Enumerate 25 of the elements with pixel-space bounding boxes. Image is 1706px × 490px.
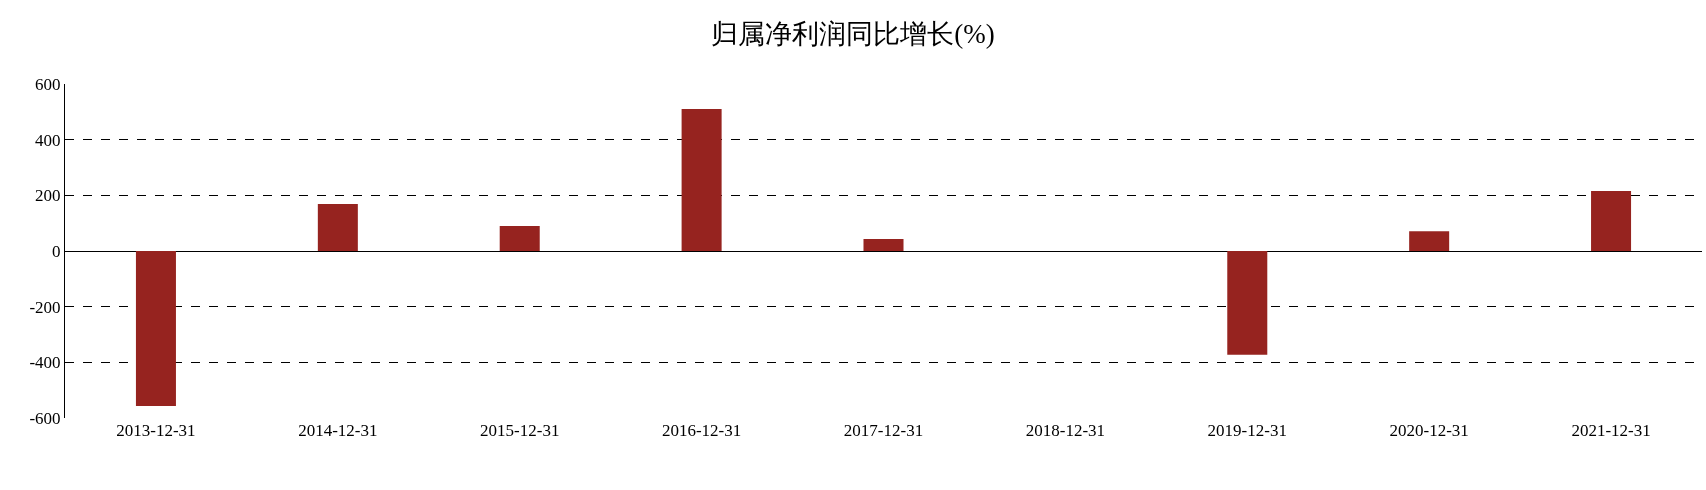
bar [681, 109, 722, 251]
y-tick-label: -600 [29, 408, 61, 428]
x-tick-label: 2017-12-31 [843, 421, 924, 440]
bar [135, 251, 176, 407]
x-tick-label: 2013-12-31 [116, 421, 196, 440]
bar [499, 225, 540, 251]
bar [1227, 251, 1268, 355]
x-tick-label: 2021-12-31 [1571, 421, 1651, 440]
x-tick-label: 2015-12-31 [480, 421, 560, 440]
chart-title: 归属净利润同比增长(%) [711, 19, 995, 50]
y-tick-label: 400 [35, 130, 61, 150]
bar [1591, 190, 1632, 251]
x-tick-label: 2019-12-31 [1207, 421, 1287, 440]
bar [863, 239, 904, 251]
y-tick-label: 0 [52, 241, 61, 261]
bar [1409, 231, 1450, 251]
y-tick-label: -400 [29, 353, 61, 373]
bar [317, 203, 358, 251]
y-tick-label: 200 [35, 186, 61, 206]
x-tick-label: 2020-12-31 [1389, 421, 1469, 440]
x-tick-label: 2018-12-31 [1025, 421, 1106, 440]
x-tick-label: 2014-12-31 [298, 421, 378, 440]
y-tick-label: -200 [29, 297, 61, 317]
x-tick-label: 2016-12-31 [661, 421, 742, 440]
y-tick-label: 600 [35, 74, 61, 94]
